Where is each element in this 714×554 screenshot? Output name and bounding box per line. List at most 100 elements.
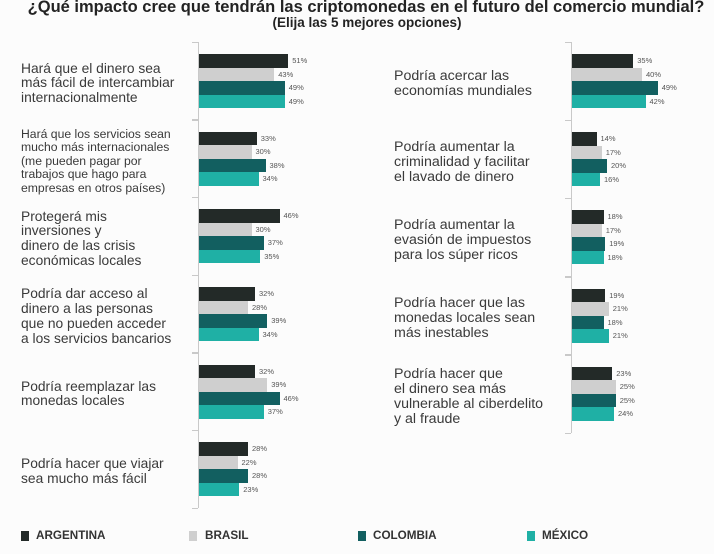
value-label: 46% (283, 393, 299, 403)
bar-brasil (199, 300, 248, 314)
bar-mexico (199, 405, 264, 419)
value-label: 24% (618, 409, 634, 419)
bar-argentina (199, 287, 255, 301)
legend-label: BRASIL (205, 529, 249, 542)
axis-tick (565, 197, 571, 200)
bar-brasil (199, 145, 252, 159)
axis-tick (192, 429, 198, 432)
bar-brasil (572, 302, 609, 316)
bar-colombia (199, 236, 264, 250)
value-label: 32% (259, 289, 275, 298)
bar-argentina (199, 54, 289, 68)
value-label: 42% (649, 96, 665, 106)
axis-tick (565, 41, 571, 43)
bar-colombia (199, 314, 268, 328)
category-label-text: Hará que el dinero sea más fácil de inte… (21, 60, 175, 106)
bar-brasil (572, 67, 642, 81)
category-label: Podría acercar las economías mundiales (394, 45, 566, 123)
legend-swatch (189, 531, 197, 541)
legend-swatch (358, 531, 366, 541)
category-label: Hará que el dinero sea más fácil de inte… (21, 45, 193, 123)
bar-colombia (199, 469, 248, 483)
category-label-text: Podría hacer que el dinero sea más vulne… (394, 365, 544, 427)
value-label: 37% (267, 407, 283, 417)
bar-brasil (572, 380, 616, 394)
bar-mexico (199, 94, 285, 108)
value-label: 35% (637, 56, 653, 65)
value-label: 37% (267, 238, 283, 248)
axis-tick (192, 41, 198, 43)
axis-line (197, 42, 199, 509)
category-label-text: Podría hacer que viajar sea mucho más fá… (21, 456, 164, 487)
bar-argentina (572, 288, 606, 303)
bar-argentina (199, 131, 257, 146)
category-label: Protegerá mis inversiones y dinero de la… (21, 200, 193, 278)
bar-argentina (572, 54, 634, 68)
value-label: 49% (661, 83, 677, 92)
category-label: Hará que los servicios sean mucho más in… (21, 123, 193, 201)
value-label: 19% (609, 290, 625, 300)
axis-tick (565, 432, 571, 434)
category-label: Podría hacer que el dinero sea más vulne… (394, 358, 566, 436)
chart-title: ¿Qué impacto cree que tendrán las cripto… (27, 0, 705, 16)
bar-argentina (199, 442, 248, 456)
category-label-text: Podría acercar las economías mundiales (394, 68, 533, 100)
bar-mexico (572, 172, 600, 187)
axis-tick (565, 354, 571, 356)
bar-mexico (199, 482, 240, 497)
legend-label: COLOMBIA (373, 529, 437, 542)
value-label: 39% (271, 316, 287, 325)
category-label-text: Podría hacer que las monedas locales sea… (394, 295, 536, 342)
bar-mexico (199, 249, 261, 264)
bar-mexico (572, 94, 646, 108)
value-label: 46% (283, 211, 299, 221)
category-label-text: Podría aumentar la criminalidad y facili… (394, 138, 530, 185)
category-label: Podría aumentar la criminalidad y facili… (394, 123, 566, 201)
bar-colombia (199, 391, 280, 406)
value-label: 21% (612, 304, 628, 314)
value-label: 20% (611, 161, 627, 171)
bar-argentina (572, 366, 613, 381)
value-label: 18% (607, 212, 623, 222)
bar-argentina (199, 364, 255, 379)
bar-brasil (199, 378, 268, 392)
bar-colombia (572, 237, 606, 251)
bar-brasil (199, 222, 252, 237)
value-label: 18% (607, 252, 623, 262)
value-label: 49% (288, 96, 304, 106)
category-label-text: Podría aumentar la evasión de impuestos … (394, 216, 532, 263)
value-label: 23% (616, 368, 632, 378)
value-label: 33% (260, 133, 276, 143)
chart-subtitle: (Elija las 5 mejores opciones) (272, 15, 462, 30)
axis-tick (192, 507, 198, 510)
value-label: 25% (619, 395, 635, 405)
bar-argentina (572, 132, 597, 146)
bar-mexico (572, 250, 604, 265)
value-label: 17% (605, 225, 621, 235)
value-label: 39% (271, 380, 287, 390)
bar-brasil (572, 145, 602, 160)
value-label: 17% (605, 147, 621, 157)
value-label: 28% (252, 444, 268, 454)
category-label-text: Podría dar acceso al dinero a las person… (21, 286, 172, 346)
value-label: 40% (646, 69, 662, 79)
value-label: 14% (600, 134, 616, 144)
category-label: Podría reemplazar las monedas locales (21, 356, 193, 434)
bar-colombia (572, 315, 604, 330)
value-label: 28% (252, 471, 268, 481)
value-label: 30% (255, 224, 271, 234)
value-label: 25% (619, 382, 635, 392)
value-label: 19% (609, 239, 625, 249)
value-label: 21% (612, 331, 628, 341)
category-label: Podría hacer que viajar sea mucho más fá… (21, 433, 193, 511)
legend-label: MÉXICO (542, 529, 589, 542)
value-label: 22% (241, 457, 257, 467)
category-label: Podría hacer que las monedas locales sea… (394, 280, 566, 358)
value-label: 34% (262, 329, 278, 339)
value-label: 38% (269, 160, 285, 170)
category-label-text: Protegerá mis inversiones y dinero de la… (21, 208, 142, 268)
category-label: Podría aumentar la evasión de impuestos … (394, 201, 566, 279)
category-label: Podría dar acceso al dinero a las person… (21, 278, 193, 356)
